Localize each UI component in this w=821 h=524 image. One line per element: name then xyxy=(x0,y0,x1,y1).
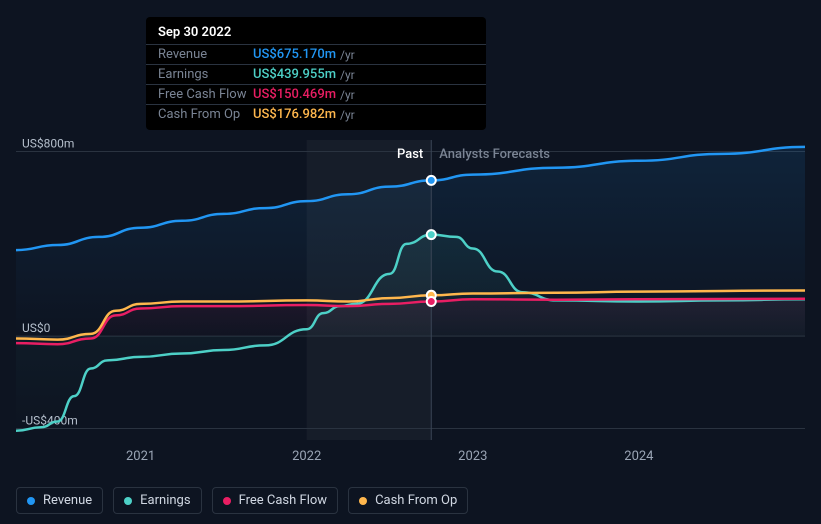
legend-item[interactable]: Cash From Op xyxy=(348,487,468,514)
tooltip-metric-label: Revenue xyxy=(158,47,253,62)
tooltip-row: RevenueUS$675.170m/yr xyxy=(146,45,486,65)
legend-dot-icon xyxy=(27,497,35,505)
legend-item[interactable]: Revenue xyxy=(16,487,103,514)
chart-area: US$800mUS$0-US$400mPastAnalysts Forecast… xyxy=(16,120,805,468)
x-axis-label: 2023 xyxy=(458,449,487,464)
tooltip-metric-value: US$176.982m xyxy=(253,107,336,122)
data-marker xyxy=(427,230,436,239)
legend-label: Revenue xyxy=(43,493,92,508)
tooltip-metric-value: US$150.469m xyxy=(253,87,336,102)
legend-label: Cash From Op xyxy=(375,493,457,508)
legend-label: Earnings xyxy=(140,493,190,508)
legend-dot-icon xyxy=(359,497,367,505)
tooltip-metric-value: US$675.170m xyxy=(253,47,336,62)
data-marker xyxy=(427,297,436,306)
chart-tooltip: Sep 30 2022 RevenueUS$675.170m/yrEarning… xyxy=(146,17,486,130)
tooltip-metric-label: Free Cash Flow xyxy=(158,87,253,102)
tooltip-row: Free Cash FlowUS$150.469m/yr xyxy=(146,85,486,105)
legend-label: Free Cash Flow xyxy=(239,493,327,508)
legend: Revenue Earnings Free Cash Flow Cash From O… xyxy=(16,487,468,514)
main-chart[interactable]: US$800mUS$0-US$400mPastAnalysts Forecast… xyxy=(16,120,805,468)
past-label: Past xyxy=(397,147,423,162)
tooltip-row: EarningsUS$439.955m/yr xyxy=(146,65,486,85)
legend-dot-icon xyxy=(223,497,231,505)
x-axis-label: 2024 xyxy=(624,449,654,464)
tooltip-metric-label: Earnings xyxy=(158,67,253,82)
forecast-label: Analysts Forecasts xyxy=(439,147,550,162)
legend-item[interactable]: Free Cash Flow xyxy=(212,487,338,514)
tooltip-metric-unit: /yr xyxy=(340,88,355,102)
tooltip-metric-unit: /yr xyxy=(340,68,355,82)
tooltip-row: Cash From OpUS$176.982m/yr xyxy=(146,105,486,124)
tooltip-metric-label: Cash From Op xyxy=(158,107,253,122)
tooltip-date: Sep 30 2022 xyxy=(146,23,486,45)
legend-item[interactable]: Earnings xyxy=(113,487,201,514)
y-axis-label: US$800m xyxy=(22,137,74,151)
legend-dot-icon xyxy=(124,497,132,505)
tooltip-metric-value: US$439.955m xyxy=(253,67,336,82)
data-marker xyxy=(427,176,436,185)
tooltip-metric-unit: /yr xyxy=(340,108,355,122)
x-axis-label: 2021 xyxy=(126,449,155,464)
x-axis-label: 2022 xyxy=(292,449,321,464)
tooltip-metric-unit: /yr xyxy=(340,48,355,62)
